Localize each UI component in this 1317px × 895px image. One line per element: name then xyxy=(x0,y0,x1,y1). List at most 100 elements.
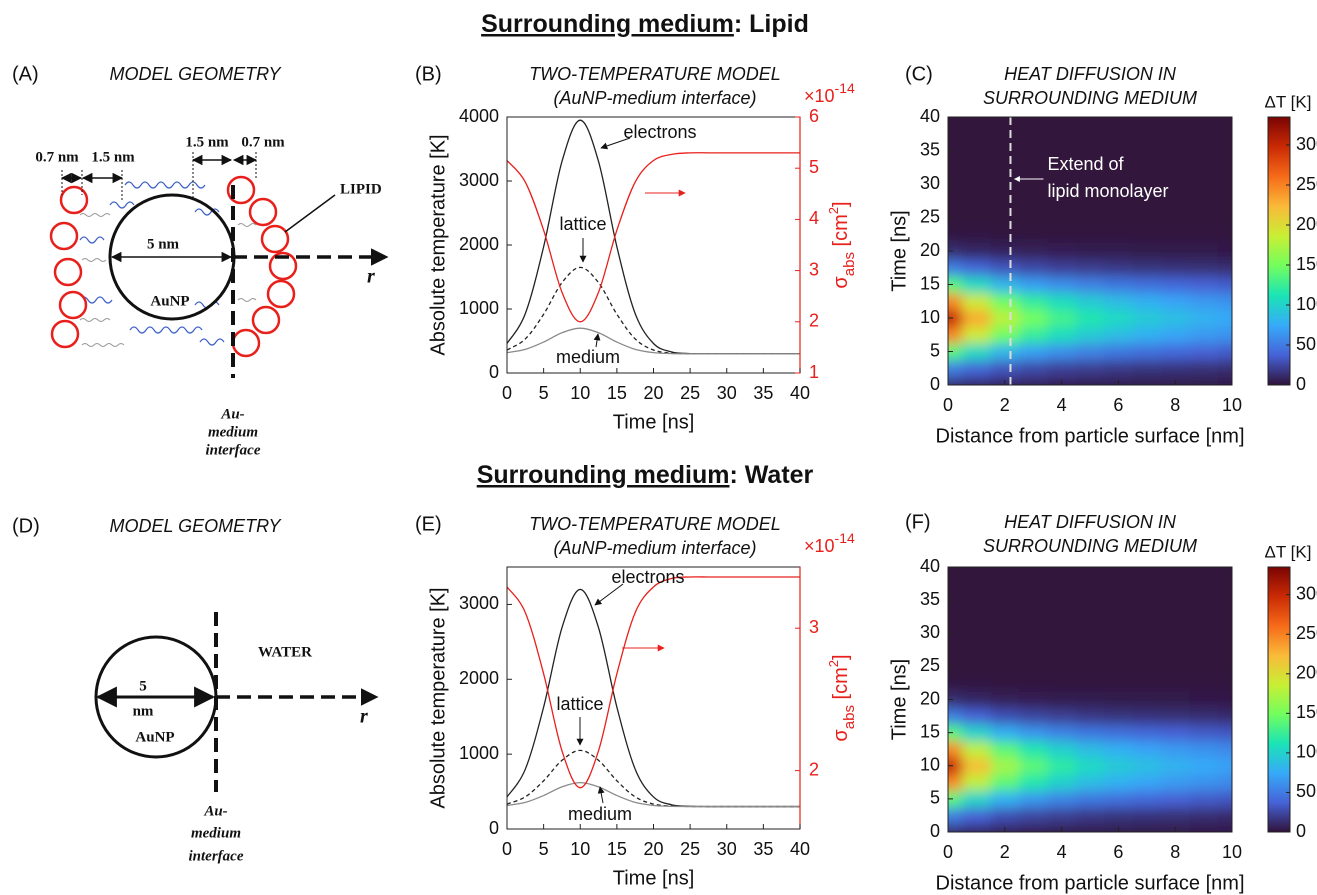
x-axis-label: Time [ns] xyxy=(613,867,695,889)
cell xyxy=(1047,624,1077,643)
particle-label: AuNP xyxy=(135,729,174,745)
cell xyxy=(1104,209,1134,227)
cell xyxy=(1104,575,1134,593)
cell xyxy=(948,376,963,385)
cell xyxy=(1075,175,1105,193)
cell xyxy=(1047,691,1077,709)
dimension-label: 1.5 nm xyxy=(185,134,229,150)
cell xyxy=(1104,740,1134,758)
y-tick-label: 20 xyxy=(920,240,940,260)
cell xyxy=(1075,142,1105,160)
cell xyxy=(1161,309,1190,327)
cell xyxy=(1189,326,1219,344)
y-tick-label: 30 xyxy=(920,622,940,642)
cell xyxy=(1019,117,1048,126)
cell xyxy=(1161,740,1190,758)
cell xyxy=(1019,343,1048,361)
cell xyxy=(1132,259,1162,277)
unit: [cm xyxy=(830,214,852,252)
cell xyxy=(1161,209,1190,227)
cell xyxy=(1047,359,1077,378)
cell xyxy=(1217,707,1232,725)
cell xyxy=(1189,175,1219,193)
cell xyxy=(1075,624,1105,643)
cell xyxy=(1047,292,1077,311)
cell xyxy=(990,591,1020,609)
cell xyxy=(962,774,992,792)
cell xyxy=(1047,707,1077,725)
cell xyxy=(1217,575,1232,593)
chart-title: TWO-TEMPERATURE MODEL xyxy=(529,64,781,84)
cell xyxy=(990,142,1020,160)
cell xyxy=(1161,658,1190,676)
cell xyxy=(1189,823,1219,832)
cell xyxy=(948,567,963,576)
heatmap xyxy=(948,567,1232,832)
y-tick-label: 15 xyxy=(920,273,940,293)
cell xyxy=(962,209,992,227)
multiplier-exponent: -14 xyxy=(835,530,855,546)
cell xyxy=(990,309,1020,327)
cell xyxy=(1161,192,1190,210)
interface-label: medium xyxy=(191,825,241,841)
x-tick-label: 6 xyxy=(1113,395,1123,415)
cell xyxy=(948,707,963,725)
y-tick-label: 1000 xyxy=(459,298,499,318)
cell xyxy=(1104,774,1134,792)
cell xyxy=(1189,575,1219,593)
y-tick-label: 0 xyxy=(930,821,940,841)
cell xyxy=(1104,292,1134,311)
colorbar-tick-label: 50 xyxy=(1296,781,1316,801)
chart-title: (AuNP-medium interface) xyxy=(553,88,756,108)
cell xyxy=(1217,142,1232,160)
interface-label: interface xyxy=(206,442,261,458)
cell xyxy=(1132,757,1162,775)
panel-label: (D) xyxy=(12,515,40,537)
y2-multiplier: ×10-14 xyxy=(804,80,855,106)
cell xyxy=(1132,740,1162,758)
cell xyxy=(948,624,963,643)
cell xyxy=(1104,724,1134,742)
cell xyxy=(948,117,963,126)
cell xyxy=(1047,117,1077,126)
cell xyxy=(1132,359,1162,378)
cell xyxy=(1161,691,1190,709)
cell xyxy=(1075,567,1105,576)
subscript: abs xyxy=(841,705,858,729)
cell xyxy=(948,608,963,626)
y2-tick-label: 1 xyxy=(809,362,819,382)
cell xyxy=(1161,674,1190,692)
cell xyxy=(990,757,1020,775)
panel-label: (C) xyxy=(905,63,933,85)
panel-label: (B) xyxy=(415,63,442,85)
cell xyxy=(962,807,992,825)
interface-label: interface xyxy=(189,848,244,864)
x-tick-label: 10 xyxy=(1222,395,1242,415)
cell xyxy=(1161,624,1190,643)
cell xyxy=(1161,225,1190,244)
panel-label: (F) xyxy=(905,511,931,533)
cell xyxy=(962,823,992,832)
cell xyxy=(1189,259,1219,277)
cell xyxy=(948,757,963,775)
cell xyxy=(1104,359,1134,378)
x-tick-label: 8 xyxy=(1170,842,1180,862)
unit-end: ] xyxy=(830,201,852,207)
cell xyxy=(1189,376,1219,385)
colorbar-tick-label: 150 xyxy=(1296,702,1317,722)
cell xyxy=(1104,192,1134,210)
cell xyxy=(1104,309,1134,327)
cell xyxy=(962,225,992,244)
cell xyxy=(1075,292,1105,311)
colorbar-label: ΔT [K] xyxy=(1265,542,1312,561)
cell xyxy=(1075,309,1105,327)
section-heading: Surrounding medium: Water xyxy=(477,461,814,489)
cell xyxy=(990,674,1020,692)
cell xyxy=(948,740,963,758)
cell xyxy=(1075,343,1105,361)
heatmap-cells xyxy=(948,567,1232,832)
superscript: 2 xyxy=(826,207,841,214)
unit: [cm xyxy=(830,667,852,705)
cell xyxy=(962,276,992,294)
cell xyxy=(990,707,1020,725)
